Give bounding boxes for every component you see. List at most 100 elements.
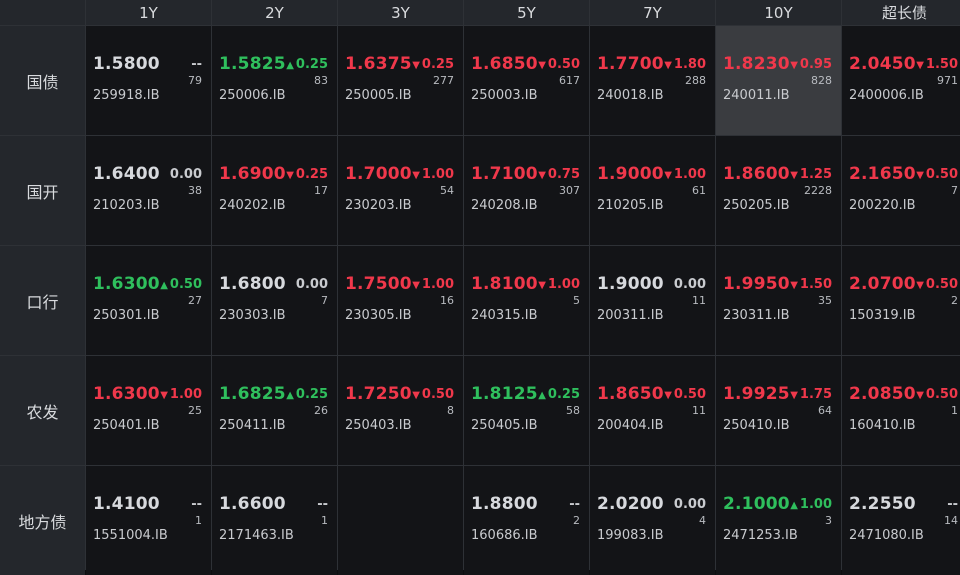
change-value: --: [317, 497, 328, 512]
quote-cell[interactable]: 1.8600 ▼ 1.25 2228 250205.IB: [716, 136, 841, 245]
column-header-7y[interactable]: 7Y: [590, 0, 715, 25]
bond-code: 200220.IB: [849, 198, 916, 213]
change-amount: 0.00: [673, 497, 706, 512]
quote-cell[interactable]: 1.6400 0.00 38 210203.IB: [86, 136, 211, 245]
yield-value: 2.0700: [849, 274, 916, 294]
quote-cell[interactable]: 1.7700 ▼ 1.80 288 240018.IB: [590, 26, 715, 135]
bond-code: 230305.IB: [345, 308, 412, 323]
bond-code: 240208.IB: [471, 198, 538, 213]
triangle-down-icon: ▼: [412, 390, 420, 401]
quote-cell[interactable]: 1.9950 ▼ 1.50 35 230311.IB: [716, 246, 841, 355]
trade-count: 1: [195, 514, 202, 527]
quote-cell[interactable]: 1.8650 ▼ 0.50 11 200404.IB: [590, 356, 715, 465]
quote-cell[interactable]: 1.7100 ▼ 0.75 307 240208.IB: [464, 136, 589, 245]
column-header-1y[interactable]: 1Y: [86, 0, 211, 25]
row-label[interactable]: 农发: [0, 356, 85, 465]
quote-cell[interactable]: 1.6850 ▼ 0.50 617 250003.IB: [464, 26, 589, 135]
column-header-3y[interactable]: 3Y: [338, 0, 463, 25]
quote-cell[interactable]: 2.1000 ▲ 1.00 3 2471253.IB: [716, 466, 841, 575]
row-label[interactable]: 口行: [0, 246, 85, 355]
quote-cell[interactable]: 1.9000 ▼ 1.00 61 210205.IB: [590, 136, 715, 245]
quote-cell[interactable]: 1.6825 ▲ 0.25 26 250411.IB: [212, 356, 337, 465]
quote-cell[interactable]: 1.8800 -- 2 160686.IB: [464, 466, 589, 575]
change-value: --: [191, 497, 202, 512]
triangle-up-icon: ▲: [790, 500, 798, 511]
change-amount: 1.00: [421, 277, 454, 292]
trade-count: 79: [188, 74, 202, 87]
change-amount: 0.75: [547, 167, 580, 182]
bond-code: 250405.IB: [471, 418, 538, 433]
trade-count: 8: [447, 404, 454, 417]
bond-code: 250401.IB: [93, 418, 160, 433]
change-amount: 1.00: [169, 387, 202, 402]
quote-cell[interactable]: 1.9000 0.00 11 200311.IB: [590, 246, 715, 355]
change-amount: 0.95: [799, 57, 832, 72]
change-amount: 0.50: [925, 167, 958, 182]
change-amount: 0.25: [295, 387, 328, 402]
quote-cell[interactable]: 1.6800 0.00 7 230303.IB: [212, 246, 337, 355]
yield-value: 1.8650: [597, 384, 664, 404]
quote-cell[interactable]: 1.7250 ▼ 0.50 8 250403.IB: [338, 356, 463, 465]
change-amount: 1.80: [673, 57, 706, 72]
triangle-down-icon: ▼: [664, 60, 672, 71]
trade-count: 1: [321, 514, 328, 527]
trade-count: 5: [573, 294, 580, 307]
column-header-10y[interactable]: 10Y: [716, 0, 841, 25]
quote-cell-empty: [338, 466, 463, 575]
triangle-down-icon: ▼: [790, 170, 798, 181]
column-header-5y[interactable]: 5Y: [464, 0, 589, 25]
change-value: ▼ 0.50: [538, 57, 580, 72]
trade-count: 617: [559, 74, 580, 87]
change-amount: --: [947, 497, 958, 512]
trade-count: 25: [188, 404, 202, 417]
quote-cell[interactable]: 1.7500 ▼ 1.00 16 230305.IB: [338, 246, 463, 355]
quote-cell[interactable]: 1.6900 ▼ 0.25 17 240202.IB: [212, 136, 337, 245]
triangle-down-icon: ▼: [916, 60, 924, 71]
quote-cell[interactable]: 2.2550 -- 14 2471080.IB: [842, 466, 960, 575]
change-amount: 1.75: [799, 387, 832, 402]
quote-cell[interactable]: 2.0200 0.00 4 199083.IB: [590, 466, 715, 575]
quote-cell[interactable]: 1.6375 ▼ 0.25 277 250005.IB: [338, 26, 463, 135]
change-value: ▼ 1.80: [664, 57, 706, 72]
bond-code: 160410.IB: [849, 418, 916, 433]
trade-count: 2228: [804, 184, 832, 197]
triangle-down-icon: ▼: [538, 60, 546, 71]
triangle-down-icon: ▼: [916, 170, 924, 181]
row-label[interactable]: 国开: [0, 136, 85, 245]
triangle-up-icon: ▲: [538, 390, 546, 401]
quote-cell[interactable]: 1.7000 ▼ 1.00 54 230203.IB: [338, 136, 463, 245]
quote-cell[interactable]: 1.5800 -- 79 259918.IB: [86, 26, 211, 135]
quote-cell[interactable]: 1.8125 ▲ 0.25 58 250405.IB: [464, 356, 589, 465]
quote-cell[interactable]: 1.8230 ▼ 0.95 828 240011.IB: [716, 26, 841, 135]
yield-value: 1.8600: [723, 164, 790, 184]
yield-value: 1.7500: [345, 274, 412, 294]
change-amount: 0.00: [295, 277, 328, 292]
bond-code: 250003.IB: [471, 88, 538, 103]
quote-cell[interactable]: 1.6300 ▼ 1.00 25 250401.IB: [86, 356, 211, 465]
change-value: --: [569, 497, 580, 512]
quote-cell[interactable]: 1.6600 -- 1 2171463.IB: [212, 466, 337, 575]
quote-cell[interactable]: 1.4100 -- 1 1551004.IB: [86, 466, 211, 575]
quote-cell[interactable]: 1.6300 ▲ 0.50 27 250301.IB: [86, 246, 211, 355]
quote-cell[interactable]: 1.9925 ▼ 1.75 64 250410.IB: [716, 356, 841, 465]
row-label[interactable]: 国债: [0, 26, 85, 135]
trade-count: 27: [188, 294, 202, 307]
quote-cell[interactable]: 2.0700 ▼ 0.50 2 150319.IB: [842, 246, 960, 355]
change-value: ▼ 0.25: [286, 167, 328, 182]
change-value: ▼ 1.50: [916, 57, 958, 72]
change-amount: 1.00: [799, 497, 832, 512]
change-amount: --: [317, 497, 328, 512]
quote-cell[interactable]: 1.8100 ▼ 1.00 5 240315.IB: [464, 246, 589, 355]
yield-value: 1.9000: [597, 274, 664, 294]
quote-cell[interactable]: 2.1650 ▼ 0.50 7 200220.IB: [842, 136, 960, 245]
change-amount: --: [569, 497, 580, 512]
quote-cell[interactable]: 2.0450 ▼ 1.50 971 2400006.IB: [842, 26, 960, 135]
quote-cell[interactable]: 2.0850 ▼ 0.50 1 160410.IB: [842, 356, 960, 465]
trade-count: 16: [440, 294, 454, 307]
triangle-down-icon: ▼: [790, 390, 798, 401]
quote-cell[interactable]: 1.5825 ▲ 0.25 83 250006.IB: [212, 26, 337, 135]
row-label[interactable]: 地方债: [0, 466, 85, 575]
column-header-2y[interactable]: 2Y: [212, 0, 337, 25]
column-header-ultra-long[interactable]: 超长债: [842, 0, 960, 25]
change-value: ▼ 1.00: [664, 167, 706, 182]
